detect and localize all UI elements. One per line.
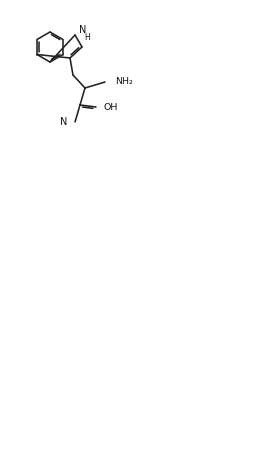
Text: H: H xyxy=(84,33,90,43)
Text: N: N xyxy=(79,25,87,35)
Text: OH: OH xyxy=(104,102,118,112)
Text: NH₂: NH₂ xyxy=(115,77,133,87)
Text: N: N xyxy=(60,117,67,127)
